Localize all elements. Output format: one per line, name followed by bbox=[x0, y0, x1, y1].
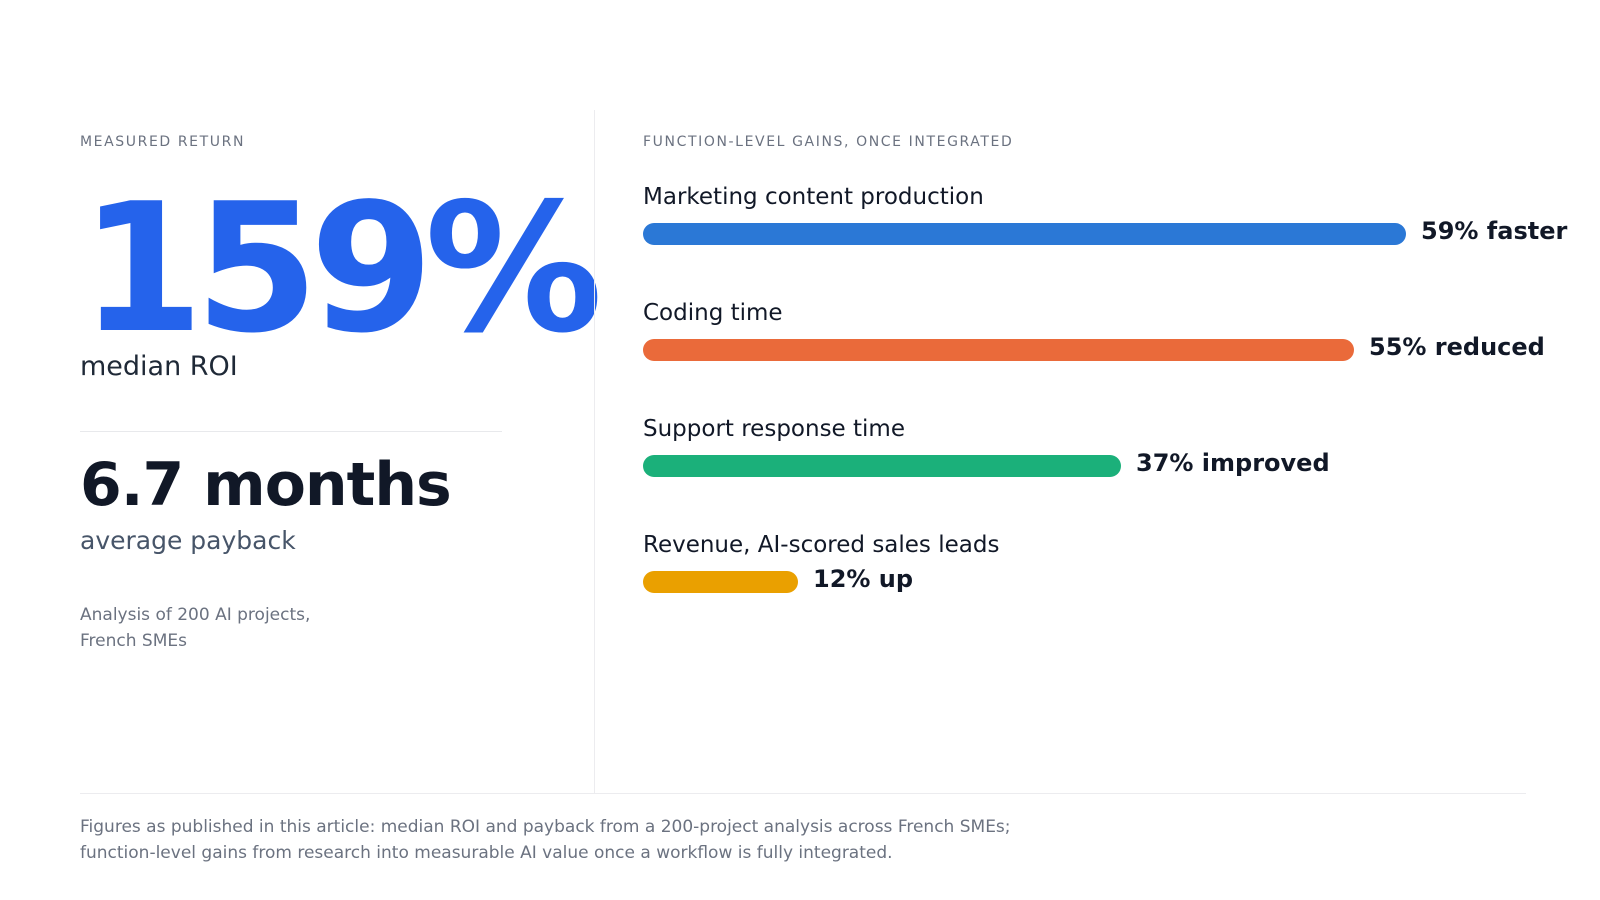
source-note-line-1: Analysis of 200 AI projects, bbox=[80, 605, 311, 625]
measured-return-eyebrow: MEASURED RETURN bbox=[80, 134, 246, 150]
roi-label: median ROI bbox=[80, 351, 238, 382]
left-divider bbox=[80, 431, 502, 432]
bar-value-label-3: 37% improved bbox=[1136, 449, 1330, 477]
footnote: Figures as published in this article: me… bbox=[80, 814, 1011, 866]
bar-4 bbox=[643, 571, 798, 593]
bar-label-4: Revenue, AI-scored sales leads bbox=[643, 532, 1000, 558]
payback-value: 6.7 months bbox=[80, 450, 452, 520]
footnote-line-1: Figures as published in this article: me… bbox=[80, 817, 1011, 837]
function-gains-eyebrow: FUNCTION-LEVEL GAINS, ONCE INTEGRATED bbox=[643, 134, 1014, 150]
bar-2 bbox=[643, 339, 1354, 361]
bar-label-3: Support response time bbox=[643, 416, 905, 442]
bar-3 bbox=[643, 455, 1121, 477]
footnote-line-2: function-level gains from research into … bbox=[80, 843, 893, 863]
source-note: Analysis of 200 AI projects, French SMEs bbox=[80, 602, 310, 654]
payback-label: average payback bbox=[80, 526, 296, 555]
bar-label-1: Marketing content production bbox=[643, 184, 984, 210]
footer-divider bbox=[80, 793, 1526, 794]
roi-value: 159% bbox=[80, 165, 603, 372]
bar-label-2: Coding time bbox=[643, 300, 783, 326]
column-divider bbox=[594, 110, 595, 793]
bar-value-label-2: 55% reduced bbox=[1369, 333, 1545, 361]
bar-1 bbox=[643, 223, 1406, 245]
bar-value-label-1: 59% faster bbox=[1421, 217, 1568, 245]
source-note-line-2: French SMEs bbox=[80, 631, 187, 651]
bar-value-label-4: 12% up bbox=[813, 565, 914, 593]
